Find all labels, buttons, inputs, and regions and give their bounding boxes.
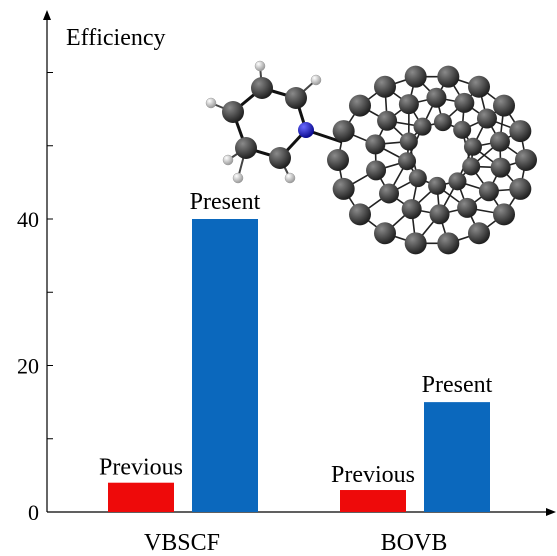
- carbon-atom: [222, 101, 244, 123]
- hydrogen-atom: [232, 172, 244, 184]
- hydrogen-atom: [310, 74, 322, 86]
- carbon-atom: [408, 169, 427, 188]
- x-tick-label: BOVB: [381, 530, 448, 556]
- carbon-atom: [399, 132, 418, 151]
- carbon-atom: [332, 120, 355, 143]
- bar-present-bovb: [424, 402, 490, 512]
- carbon-atom: [468, 75, 490, 98]
- bar-label-present: Present: [422, 372, 493, 398]
- nitrogen-atom: [298, 122, 314, 138]
- hydrogen-atom: [222, 154, 234, 166]
- carbon-atom: [509, 177, 532, 200]
- carbon-atom: [398, 94, 419, 115]
- carbon-atom: [453, 120, 472, 139]
- labels: Efficiency Previous Previous Present Present…: [66, 25, 493, 556]
- y-tick-label: 0: [28, 500, 39, 525]
- carbon-atom: [476, 108, 497, 129]
- carbon-atom: [493, 203, 516, 226]
- carbon-atom: [433, 113, 452, 132]
- carbon-atom: [379, 183, 400, 204]
- carbon-atom: [448, 172, 467, 191]
- carbon-atom: [404, 65, 427, 88]
- carbon-atom: [401, 199, 422, 220]
- y-tick-label: 40: [17, 207, 39, 232]
- carbon-atom: [348, 94, 371, 117]
- y-ticks: 0 20 40: [17, 72, 53, 525]
- carbon-atom: [454, 92, 475, 113]
- bar-present-vbscf: [192, 219, 258, 512]
- carbon-atom: [348, 203, 371, 226]
- bar-label-present: Present: [190, 189, 261, 215]
- carbon-atom: [251, 77, 273, 99]
- carbon-atom: [332, 177, 355, 200]
- carbon-atom: [398, 152, 417, 171]
- carbon-atom: [428, 176, 447, 195]
- x-axis-arrow: [546, 508, 556, 516]
- carbon-atom: [515, 149, 537, 171]
- carbon-atom: [285, 87, 307, 109]
- carbon-atom: [463, 137, 482, 156]
- carbon-atom: [365, 134, 386, 155]
- x-tick-label: VBSCF: [144, 530, 220, 556]
- carbon-atom: [462, 157, 481, 176]
- carbon-atom: [489, 131, 510, 152]
- carbon-atom: [429, 204, 450, 225]
- carbon-atom: [235, 137, 257, 159]
- bar-previous-vbscf: [108, 482, 174, 512]
- bar-label-previous: Previous: [331, 462, 415, 488]
- y-axis-arrow: [43, 10, 51, 20]
- carbon-atom: [269, 147, 291, 169]
- hydrogen-atom: [284, 172, 296, 184]
- carbon-atom: [478, 181, 499, 202]
- carbon-atom: [374, 75, 396, 98]
- carbon-atom: [490, 157, 511, 178]
- carbon-atom: [374, 222, 396, 245]
- carbon-atom: [327, 149, 349, 171]
- carbon-atom: [404, 232, 427, 255]
- carbon-atom: [437, 232, 460, 255]
- bar-label-previous: Previous: [99, 455, 183, 481]
- carbon-atom: [468, 222, 490, 245]
- carbon-atom: [377, 110, 398, 131]
- y-tick-label: 20: [17, 354, 39, 379]
- bar-previous-bovb: [340, 490, 406, 512]
- hydrogen-atom: [205, 97, 217, 109]
- carbon-atom: [366, 160, 387, 181]
- molecule-illustration: [205, 60, 537, 255]
- hydrogen-atom: [254, 60, 266, 72]
- carbon-atom: [437, 65, 460, 88]
- carbon-atom: [413, 117, 432, 136]
- carbon-atom: [509, 120, 532, 143]
- bars: [108, 219, 490, 512]
- carbon-atom: [426, 87, 447, 108]
- y-axis-label: Efficiency: [66, 25, 166, 51]
- carbon-atom: [457, 197, 478, 218]
- carbon-atom: [493, 94, 516, 117]
